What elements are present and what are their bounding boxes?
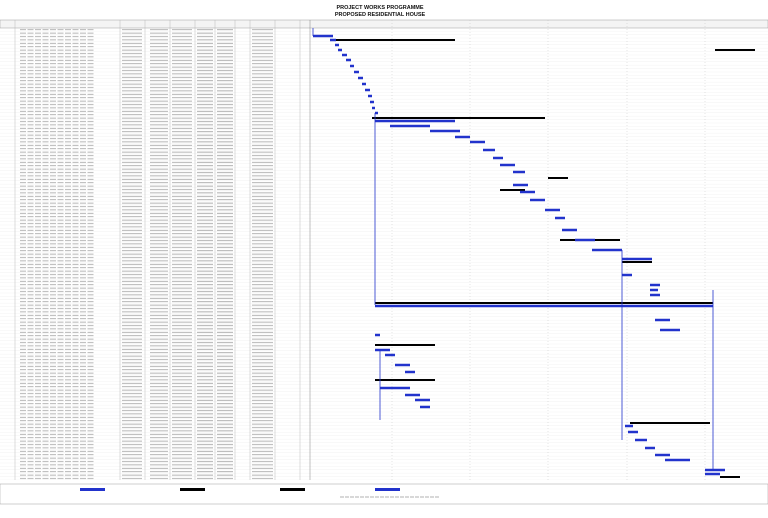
link-lines (312, 28, 714, 470)
header-row (0, 19, 768, 29)
table-columns (14, 20, 311, 480)
legend-swatches (80, 488, 440, 498)
title: PROJECT WORKS PROGRAMME (336, 5, 423, 11)
subtitle: PROPOSED RESIDENTIAL HOUSE (335, 12, 426, 18)
legend-box (0, 483, 768, 505)
task-bars (313, 34, 725, 476)
task-text (0, 28, 300, 480)
